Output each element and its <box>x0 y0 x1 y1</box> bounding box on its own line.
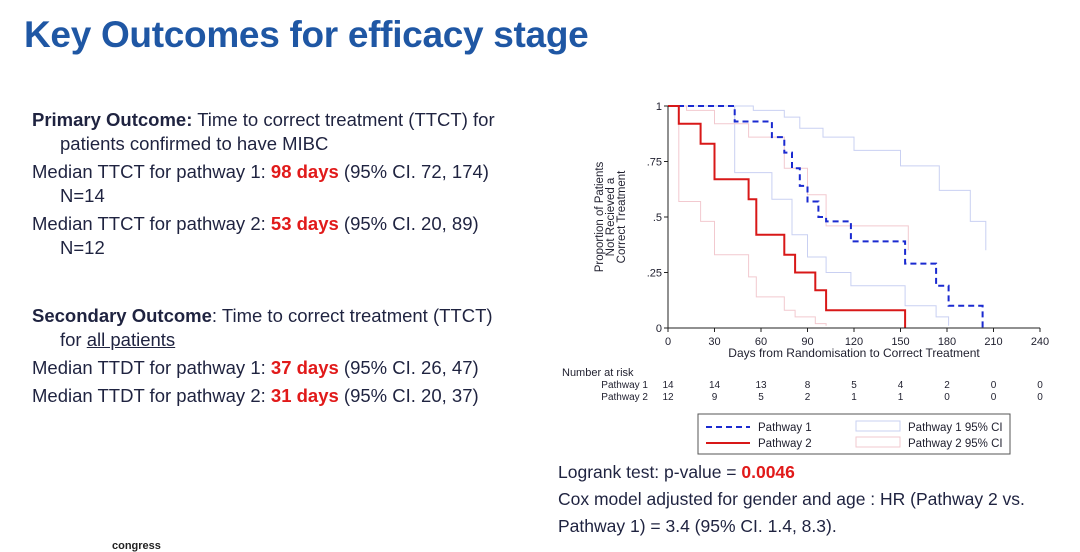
risk-table-value: 8 <box>805 380 811 391</box>
secondary-all-patients: all patients <box>86 329 176 350</box>
slide-title: Key Outcomes for efficacy stage <box>24 14 589 55</box>
primary-outcome-line: Primary Outcome: Time to correct treatme… <box>32 108 552 132</box>
x-tick-label: 30 <box>708 336 720 348</box>
ci-line-pathway-2-95-ci-1 <box>668 105 827 326</box>
series-line-pathway-1 <box>668 105 984 328</box>
median-s1-prefix: Median TTDT for pathway 1: <box>32 357 271 378</box>
median-p1-ci: (95% CI. 72, 174) <box>338 161 489 182</box>
risk-table-value: 0 <box>1037 380 1043 391</box>
risk-table-value: 0 <box>991 392 997 403</box>
logrank-value: 0.0046 <box>741 462 795 482</box>
x-tick-label: 180 <box>938 336 956 348</box>
median-p1-line: Median TTCT for pathway 1: 98 days (95% … <box>32 160 552 184</box>
y-tick-label: 1 <box>656 101 662 113</box>
x-tick-label: 240 <box>1031 336 1049 348</box>
median-s2-line: Median TTDT for pathway 2: 31 days (95% … <box>32 384 552 408</box>
legend-label: Pathway 1 95% CI <box>908 422 1003 434</box>
x-tick-label: 150 <box>891 336 909 348</box>
secondary-outcome-line: Secondary Outcome: Time to correct treat… <box>32 304 552 328</box>
median-p1-prefix: Median TTCT for pathway 1: <box>32 161 271 182</box>
risk-table-value: 0 <box>1037 392 1043 403</box>
median-p2-value: 53 days <box>270 213 339 234</box>
median-s1-line: Median TTDT for pathway 1: 37 days (95% … <box>32 356 552 380</box>
median-s2-prefix: Median TTDT for pathway 2: <box>32 385 271 406</box>
median-s1-ci: (95% CI. 26, 47) <box>338 357 479 378</box>
x-tick-label: 120 <box>845 336 863 348</box>
logrank-prefix: Logrank test: p-value = <box>558 462 742 482</box>
series-line-pathway-2 <box>668 105 907 328</box>
risk-table-value: 1 <box>898 392 904 403</box>
secondary-for: for <box>60 329 87 350</box>
y-axis-label-line: Proportion of Patients <box>594 161 606 272</box>
legend-box <box>697 413 1011 455</box>
y-tick-label: 0 <box>656 323 662 335</box>
y-tick-label: .25 <box>647 268 662 280</box>
congress-logo: congress <box>112 540 161 552</box>
risk-table-row-label: Pathway 1 <box>601 380 648 391</box>
y-axis-label-line: Correct Treatment <box>616 170 628 263</box>
median-p1-n: N=14 <box>60 185 105 206</box>
risk-table-value: 0 <box>991 380 997 391</box>
risk-table-header: Number at risk <box>562 367 634 379</box>
risk-table-value: 12 <box>662 392 674 403</box>
y-axis-label-line: Not Recieved a <box>605 177 617 256</box>
primary-outcome-label: Primary Outcome: <box>32 109 193 130</box>
risk-table-value: 2 <box>805 392 811 403</box>
median-s1-value: 37 days <box>270 357 339 378</box>
risk-table-row-label: Pathway 2 <box>601 392 648 403</box>
risk-table-value: 14 <box>709 380 721 391</box>
median-p2-line: Median TTCT for pathway 2: 53 days (95% … <box>32 212 552 236</box>
risk-table-value: 13 <box>755 380 767 391</box>
x-tick-label: 90 <box>801 336 813 348</box>
risk-table-value: 2 <box>944 380 950 391</box>
risk-table-value: 1 <box>851 392 857 403</box>
y-tick-label: .5 <box>653 212 662 224</box>
legend-swatch <box>855 420 901 432</box>
median-p2-prefix: Median TTCT for pathway 2: <box>32 213 271 234</box>
risk-table-value: 5 <box>758 392 764 403</box>
statistics-text: Logrank test: p-value = 0.0046 Cox model… <box>558 459 1068 540</box>
risk-table-value: 0 <box>944 392 950 403</box>
ci-line-pathway-1-95-ci-0 <box>668 105 987 251</box>
risk-table-value: 9 <box>712 392 718 403</box>
x-tick-label: 0 <box>665 336 671 348</box>
secondary-outcome-label: Secondary Outcome <box>32 305 212 326</box>
risk-table-value: 14 <box>662 380 674 391</box>
primary-outcome-text: Time to correct treatment (TTCT) for <box>192 109 495 130</box>
secondary-outcome-text-2: for all patients <box>32 328 552 352</box>
x-tick-label: 60 <box>755 336 767 348</box>
primary-outcome-text-2: patients confirmed to have MIBC <box>60 133 329 154</box>
cox-line-2: Pathway 1) = 3.4 (95% CI. 1.4, 8.3). <box>558 516 837 536</box>
legend-label: Pathway 2 <box>758 438 812 450</box>
risk-table-value: 5 <box>851 380 857 391</box>
median-p1-value: 98 days <box>270 161 339 182</box>
outcomes-text: Primary Outcome: Time to correct treatme… <box>32 108 552 408</box>
risk-table-value: 4 <box>898 380 904 391</box>
secondary-outcome-text: : Time to correct treatment (TTCT) <box>211 305 493 326</box>
y-tick-label: .75 <box>647 157 662 169</box>
ci-line-pathway-2-95-ci-0 <box>668 105 909 251</box>
legend-swatch <box>855 436 901 448</box>
ci-line-pathway-1-95-ci-1 <box>668 105 950 326</box>
x-tick-label: 210 <box>984 336 1002 348</box>
legend-label: Pathway 2 95% CI <box>908 438 1003 450</box>
x-axis-label: Days from Randomisation to Correct Treat… <box>728 346 980 360</box>
cox-line-1: Cox model adjusted for gender and age : … <box>558 489 1025 509</box>
median-p2-n: N=12 <box>60 237 105 258</box>
logrank-line: Logrank test: p-value = 0.0046 <box>558 459 1068 486</box>
median-p2-ci: (95% CI. 20, 89) <box>338 213 479 234</box>
median-s2-value: 31 days <box>270 385 339 406</box>
legend-label: Pathway 1 <box>758 422 812 434</box>
median-s2-ci: (95% CI. 20, 37) <box>338 385 479 406</box>
